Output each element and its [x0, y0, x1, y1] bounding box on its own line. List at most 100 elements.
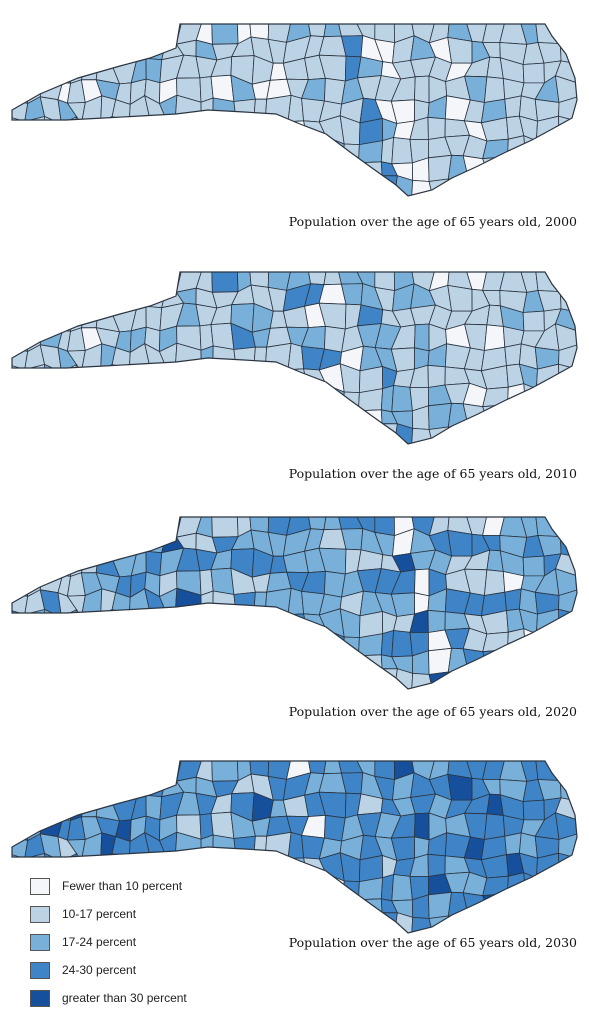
county-shape	[229, 365, 257, 391]
county-shape	[55, 761, 73, 776]
county-shape	[12, 517, 32, 537]
county-shape	[146, 408, 164, 430]
county-shape	[232, 668, 257, 689]
county-shape	[265, 670, 287, 689]
map-caption-2010: Population over the age of 65 years old,…	[288, 466, 577, 481]
county-shape	[145, 57, 163, 84]
county-shape	[468, 915, 491, 933]
county-shape	[29, 773, 49, 802]
county-shape	[149, 386, 164, 412]
county-shape	[38, 761, 57, 775]
county-shape	[522, 799, 545, 821]
county-shape	[114, 24, 137, 43]
county-shape	[99, 387, 116, 407]
county-shape	[127, 284, 148, 310]
county-shape	[12, 158, 32, 184]
county-shape	[29, 529, 49, 558]
county-shape	[485, 671, 509, 689]
county-shape	[52, 388, 75, 413]
county-shape	[343, 391, 360, 413]
county-shape	[54, 115, 78, 145]
county-shape	[83, 272, 100, 293]
county-shape	[127, 517, 148, 532]
county-shape	[233, 591, 256, 612]
county-shape	[39, 178, 61, 196]
county-shape	[12, 61, 34, 80]
county-shape	[287, 587, 305, 616]
county-shape	[358, 912, 383, 933]
county-shape	[23, 158, 42, 180]
county-shape	[321, 406, 345, 434]
county-shape	[212, 365, 237, 392]
county-shape	[265, 875, 290, 899]
county-shape	[337, 669, 366, 689]
map-caption-2020: Population over the age of 65 years old,…	[288, 704, 577, 719]
county-shape	[127, 36, 148, 62]
county-shape	[196, 404, 217, 433]
county-shape	[69, 517, 89, 538]
county-shape	[248, 649, 267, 679]
county-shape	[337, 913, 366, 933]
county-shape	[343, 899, 360, 923]
county-shape	[193, 364, 216, 393]
county-shape	[482, 386, 509, 408]
county-shape	[483, 813, 506, 840]
county-shape	[95, 428, 120, 444]
county-shape	[29, 36, 49, 65]
county-shape	[391, 137, 413, 165]
county-shape	[447, 915, 470, 933]
county-shape	[146, 180, 166, 196]
county-shape	[232, 408, 254, 428]
nc-county-map-2000	[11, 23, 578, 197]
county-shape	[265, 138, 290, 162]
county-shape	[47, 35, 64, 64]
county-shape	[42, 550, 64, 576]
county-shape	[302, 180, 328, 196]
county-shape	[249, 761, 270, 777]
county-shape	[127, 761, 148, 776]
county-shape	[482, 138, 509, 160]
county-shape	[71, 674, 88, 689]
county-shape	[285, 405, 308, 433]
map-caption-2000: Population over the age of 65 years old,…	[288, 214, 577, 229]
county-shape	[80, 428, 98, 444]
county-shape	[468, 671, 491, 689]
county-shape	[287, 94, 305, 123]
county-shape	[253, 346, 268, 370]
county-shape	[393, 912, 414, 933]
county-shape	[87, 773, 99, 802]
county-shape	[177, 385, 198, 411]
county-shape	[80, 385, 104, 406]
county-shape	[99, 632, 116, 652]
county-shape	[518, 423, 536, 444]
county-shape	[253, 98, 268, 122]
county-shape	[232, 653, 254, 673]
county-shape	[25, 555, 49, 574]
county-shape	[374, 517, 395, 537]
county-shape	[68, 285, 89, 305]
county-shape	[146, 673, 166, 689]
county-shape	[212, 649, 239, 678]
county-shape	[161, 428, 181, 444]
county-shape	[127, 428, 150, 444]
county-shape	[95, 761, 120, 780]
county-shape	[535, 668, 563, 689]
county-shape	[210, 567, 235, 595]
county-shape	[447, 671, 470, 689]
county-shape	[323, 428, 345, 444]
nc-county-map-2020	[11, 516, 578, 690]
county-shape	[482, 893, 509, 919]
state-border	[11, 271, 578, 445]
county-shape	[374, 272, 395, 292]
county-shape	[68, 137, 88, 161]
county-shape	[375, 423, 398, 444]
county-shape	[38, 517, 57, 531]
county-shape	[142, 24, 168, 40]
county-shape	[427, 609, 446, 633]
county-shape	[358, 611, 384, 639]
county-shape	[174, 116, 202, 140]
county-shape	[95, 272, 120, 291]
county-shape	[252, 138, 275, 164]
county-shape	[29, 761, 49, 781]
county-shape	[80, 180, 98, 196]
